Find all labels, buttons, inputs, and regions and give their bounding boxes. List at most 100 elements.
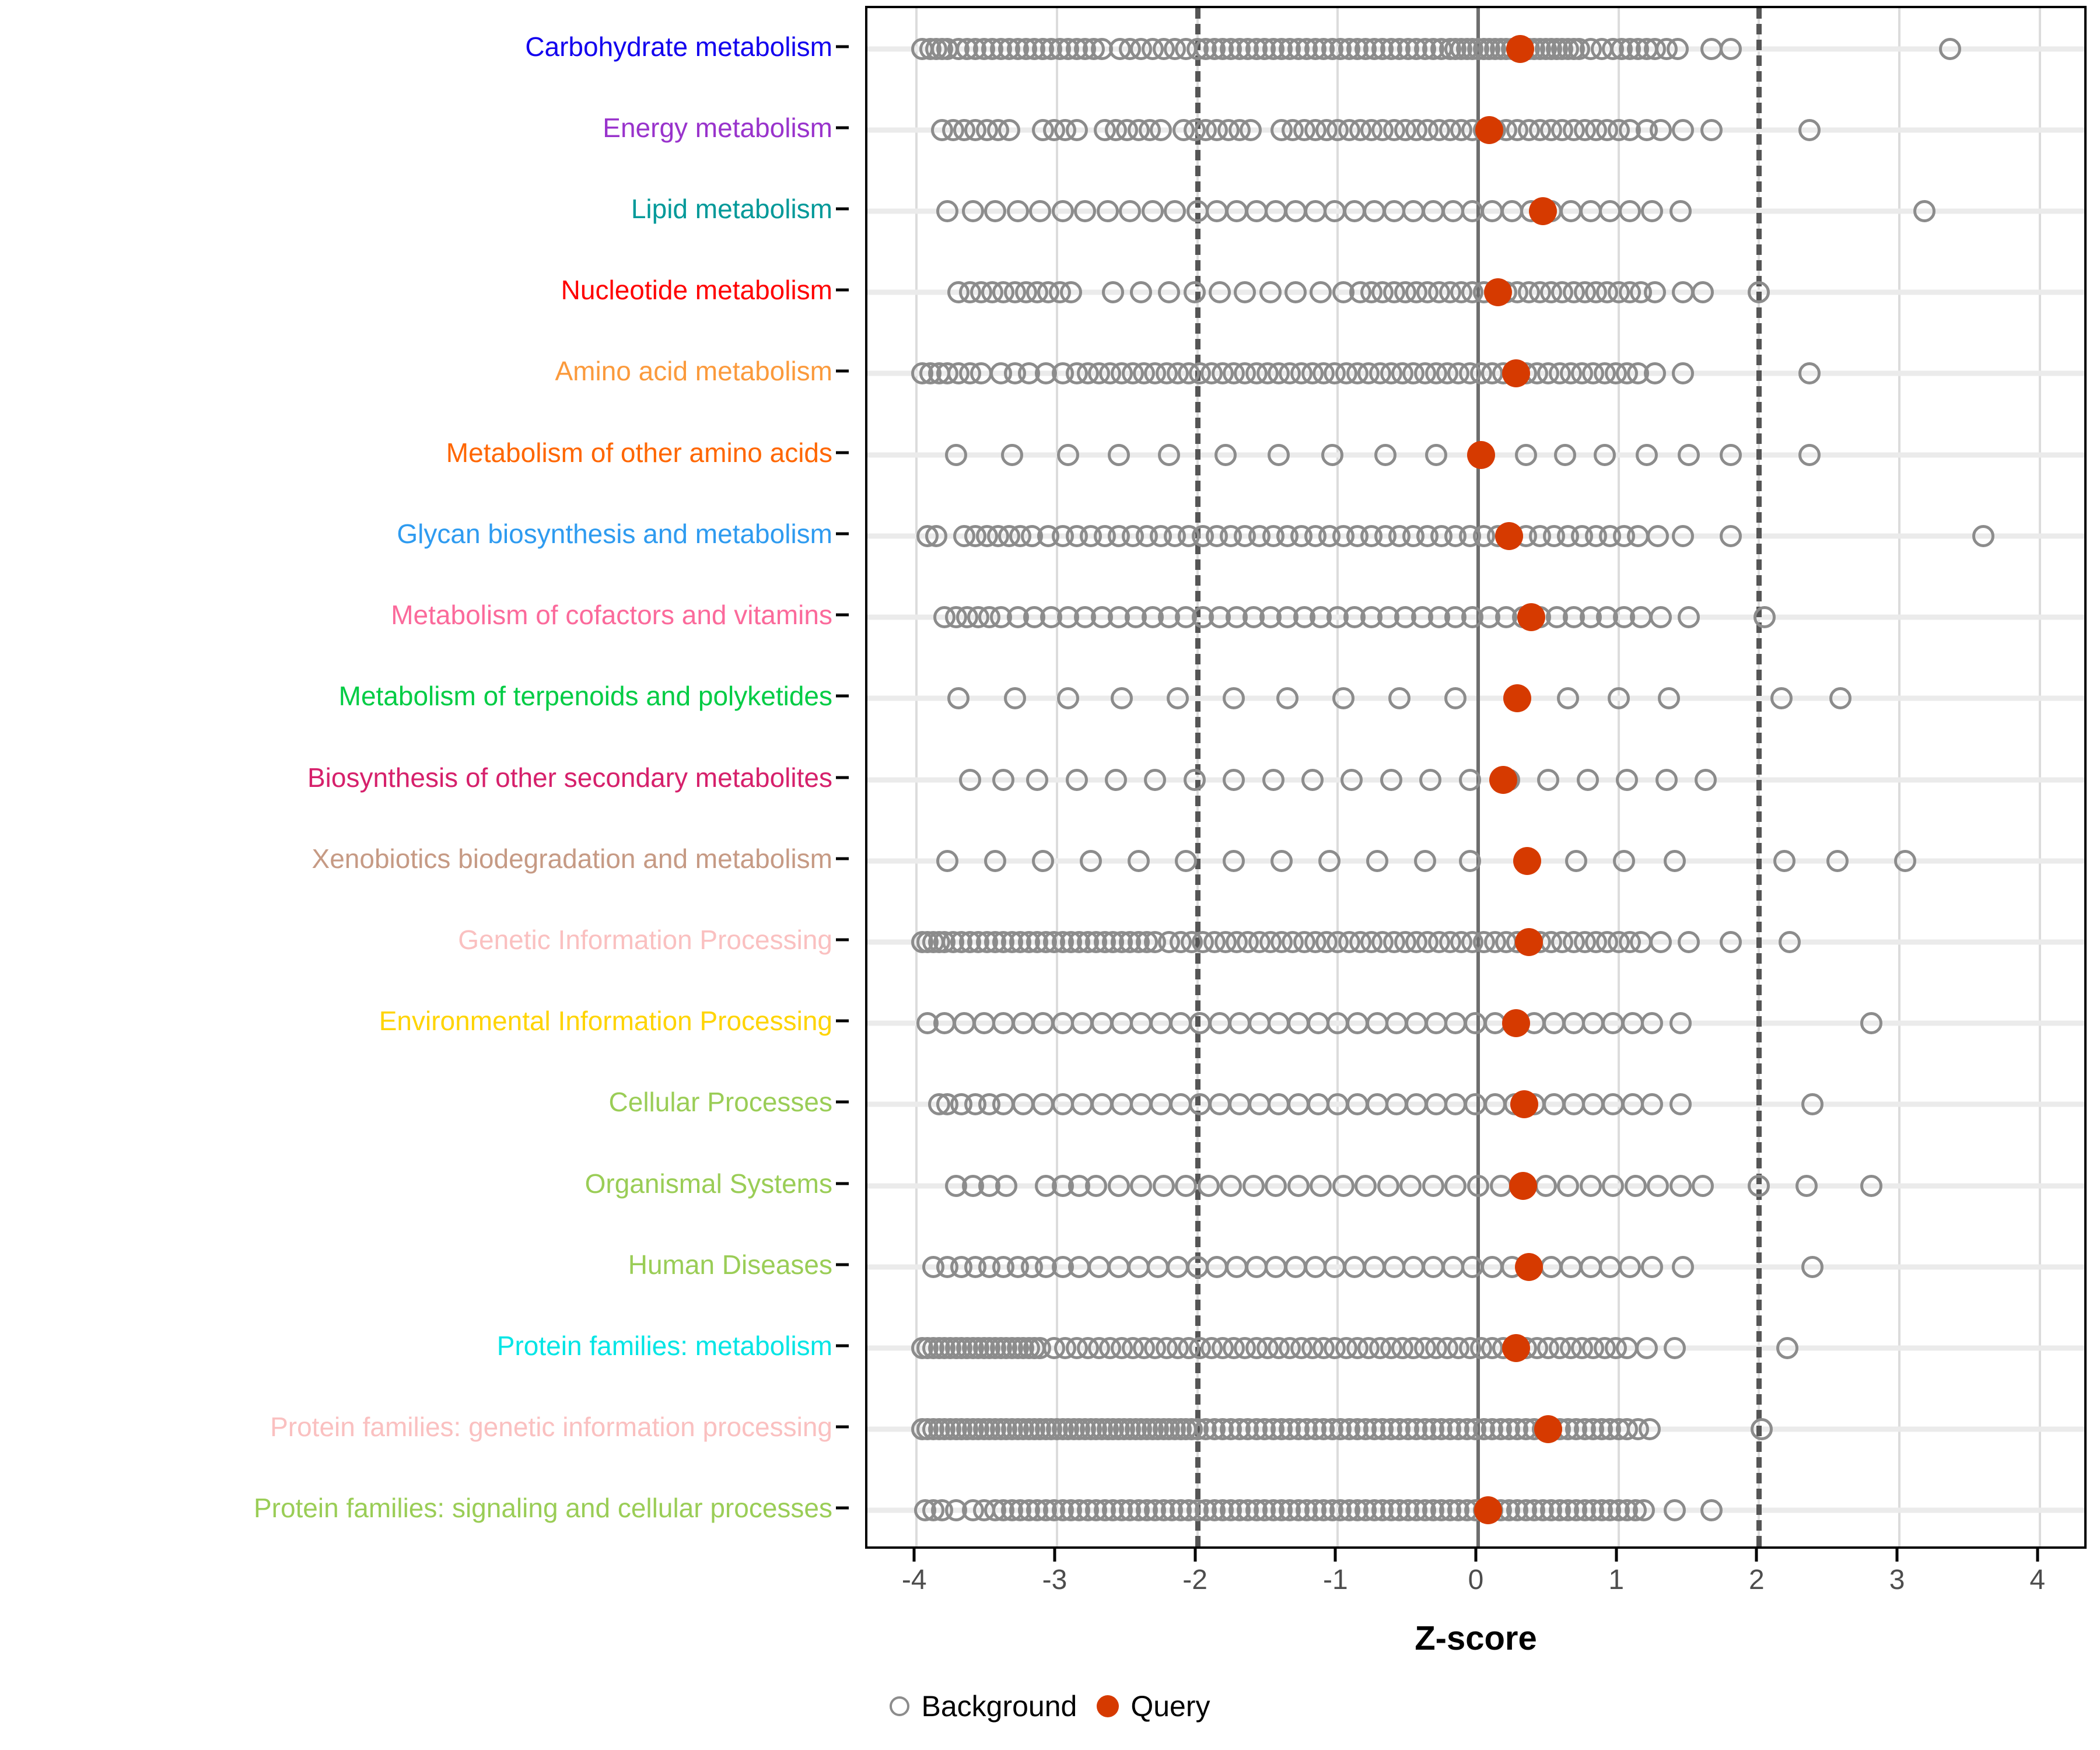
background-point: [1748, 281, 1770, 304]
legend-item-background: Background: [890, 1689, 1077, 1723]
y-axis-category-label: Protein families: metabolism: [496, 1330, 832, 1361]
y-axis-tick: [836, 532, 849, 536]
background-point: [970, 362, 992, 385]
y-axis-category-label: Carbohydrate metabolism: [525, 31, 832, 62]
background-point: [1489, 1174, 1512, 1197]
background-point: [1088, 1255, 1111, 1278]
x-axis-tick-label: -4: [901, 1564, 927, 1595]
background-point: [1287, 1012, 1310, 1035]
background-point: [1621, 1012, 1644, 1035]
background-point: [1186, 200, 1209, 223]
y-axis-tick: [836, 451, 849, 454]
background-point: [1796, 1174, 1818, 1197]
background-point: [1635, 1336, 1658, 1359]
y-axis-tick: [836, 1263, 849, 1266]
background-point: [1773, 849, 1796, 872]
background-point: [1641, 1255, 1664, 1278]
y-axis-tick: [836, 776, 849, 779]
background-point: [1130, 1093, 1153, 1116]
background-point: [1259, 281, 1282, 304]
query-point: [1528, 197, 1557, 226]
query-point: [1466, 440, 1495, 469]
background-point: [1700, 37, 1723, 60]
background-point: [1085, 1174, 1108, 1197]
y-axis-category-label: Human Diseases: [628, 1249, 832, 1280]
background-point: [1310, 1174, 1332, 1197]
background-point: [1107, 1255, 1130, 1278]
x-axis-tick: [1053, 1549, 1056, 1562]
background-point: [1593, 443, 1616, 466]
background-point: [1346, 1012, 1368, 1035]
background-point: [1464, 1012, 1487, 1035]
background-point: [1672, 362, 1695, 385]
background-point: [1074, 200, 1097, 223]
background-point: [1206, 1255, 1228, 1278]
background-point: [1422, 200, 1444, 223]
y-axis-label-column: Carbohydrate metabolism Energy metabolism…: [0, 0, 849, 1549]
background-point: [1265, 1174, 1287, 1197]
background-point: [1658, 687, 1681, 710]
background-point: [1307, 1012, 1329, 1035]
background-point: [1467, 1174, 1489, 1197]
background-point: [944, 443, 967, 466]
background-point: [1672, 524, 1695, 547]
background-point: [1102, 281, 1125, 304]
background-point: [1641, 200, 1664, 223]
background-point: [1307, 1093, 1329, 1116]
background-point: [1860, 1012, 1882, 1035]
dashed-reference-line: [1756, 8, 1762, 1546]
background-point: [1399, 1174, 1422, 1197]
x-axis-tick: [1334, 1549, 1337, 1562]
background-point: [1209, 1012, 1231, 1035]
background-point: [1265, 1255, 1287, 1278]
background-point: [1579, 1174, 1602, 1197]
background-point: [1972, 524, 1995, 547]
background-point: [1228, 1093, 1251, 1116]
background-point: [1197, 1174, 1220, 1197]
background-point: [1678, 443, 1700, 466]
background-point: [1119, 200, 1142, 223]
background-point: [1630, 930, 1653, 953]
row-gridline: [867, 695, 2084, 701]
background-point: [1006, 200, 1029, 223]
background-point: [1633, 1499, 1655, 1522]
background-point: [1090, 1093, 1113, 1116]
background-point: [1938, 37, 1961, 60]
background-point: [1071, 1093, 1094, 1116]
background-point: [1542, 1093, 1565, 1116]
background-point: [1071, 1012, 1094, 1035]
background-point: [1582, 1093, 1605, 1116]
background-point: [1183, 281, 1206, 304]
background-point: [1582, 1012, 1605, 1035]
background-point: [1405, 1093, 1428, 1116]
background-point: [1624, 1174, 1647, 1197]
y-axis-tick: [836, 126, 849, 130]
x-axis-tick-label: 1: [1608, 1564, 1625, 1595]
background-point: [1540, 1255, 1563, 1278]
background-point: [1461, 1255, 1484, 1278]
background-point: [1641, 1093, 1664, 1116]
background-point: [1798, 362, 1821, 385]
background-point: [1720, 37, 1742, 60]
background-point: [992, 1012, 1015, 1035]
y-axis-category-label: Metabolism of terpenoids and polyketides: [338, 681, 832, 712]
background-point: [1776, 1336, 1798, 1359]
background-point: [1130, 1174, 1153, 1197]
background-point: [1644, 362, 1667, 385]
query-point: [1514, 928, 1543, 956]
background-point: [1464, 1093, 1487, 1116]
background-point: [1542, 1012, 1565, 1035]
background-point: [1458, 849, 1481, 872]
background-point: [1913, 200, 1936, 223]
background-point: [1700, 118, 1723, 141]
background-point: [1127, 849, 1150, 872]
background-point: [933, 1012, 956, 1035]
y-axis-tick: [836, 1100, 849, 1104]
background-point: [1627, 524, 1650, 547]
background-point: [1363, 1255, 1385, 1278]
background-point: [1663, 1499, 1686, 1522]
background-point: [1060, 281, 1082, 304]
background-point: [1268, 443, 1290, 466]
background-point: [1694, 768, 1717, 791]
y-axis-category-label: Energy metabolism: [603, 112, 832, 143]
